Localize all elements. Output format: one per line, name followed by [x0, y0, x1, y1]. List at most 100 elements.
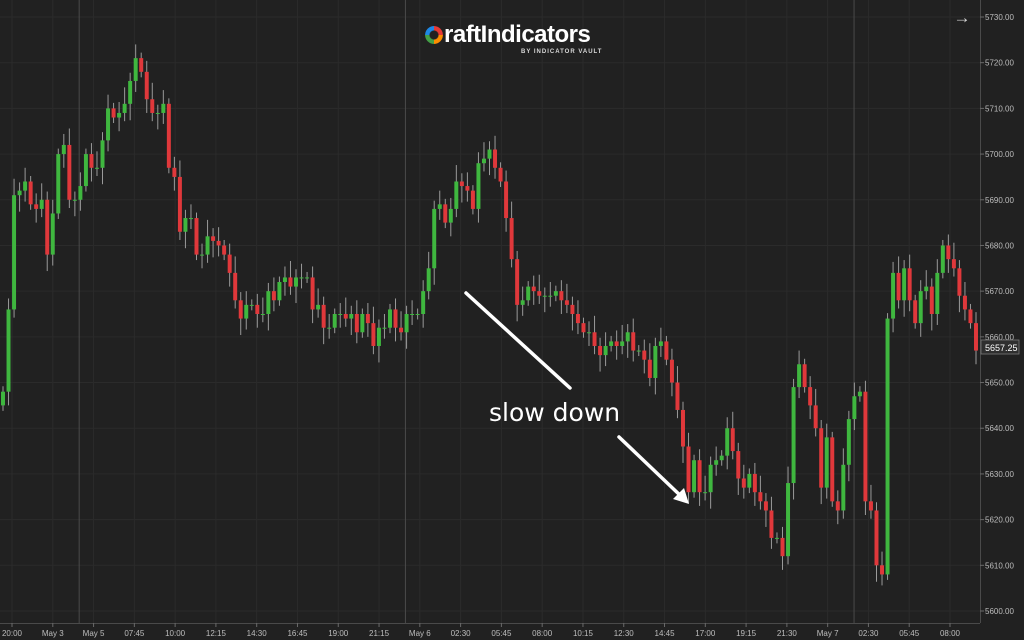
candle-down	[310, 277, 315, 310]
candle-up	[841, 464, 846, 511]
x-tick-label: May 3	[42, 629, 64, 638]
candle-down	[365, 314, 370, 324]
x-tick-label: 20:00	[2, 629, 23, 638]
candle-down	[233, 272, 238, 301]
candle-up	[282, 277, 287, 283]
candle-down	[371, 323, 376, 346]
x-tick-label: 14:30	[247, 629, 268, 638]
x-tick-label: 12:30	[614, 629, 635, 638]
last-price-label: 5657.25	[980, 339, 1020, 355]
candle-down	[343, 314, 348, 319]
candle-down	[974, 323, 978, 351]
candle-up	[205, 236, 210, 255]
candle-down	[631, 332, 636, 351]
candle-down	[681, 409, 685, 447]
candle-down	[194, 218, 199, 255]
grid-lines	[0, 0, 980, 623]
candle-down	[686, 446, 691, 493]
x-tick-label: 17:00	[695, 629, 716, 638]
candle-down	[150, 99, 155, 113]
candle-up	[133, 58, 138, 81]
y-tick-label: 5600.00	[985, 607, 1014, 616]
candle-up	[39, 199, 44, 209]
candle-down	[763, 501, 768, 511]
candle-up	[277, 282, 282, 301]
candle-up	[774, 537, 779, 539]
candle-down	[957, 268, 962, 296]
candle-up	[200, 254, 205, 256]
candle-up	[487, 149, 492, 159]
candle-up	[824, 437, 829, 488]
candle-up	[266, 291, 271, 314]
candle-down	[493, 149, 498, 168]
annotation-text: slow down	[489, 398, 620, 427]
candle-up	[404, 314, 409, 333]
x-tick-label: 14:45	[655, 629, 676, 638]
candlestick-series	[1, 44, 978, 586]
candle-down	[808, 387, 813, 406]
candle-down	[575, 314, 580, 324]
candle-up	[426, 268, 431, 292]
candle-up	[338, 314, 343, 315]
x-tick-label: 08:00	[940, 629, 961, 638]
candle-down	[45, 199, 50, 255]
candle-up	[542, 295, 547, 297]
candle-down	[28, 181, 33, 205]
x-tick-label: May 7	[817, 629, 839, 638]
candle-down	[172, 167, 177, 177]
candle-down	[166, 103, 171, 168]
candle-up	[636, 350, 641, 352]
candle-down	[819, 428, 824, 488]
x-axis: 20:00 May 3 May 5 07:45 10:00 12:15 14:30 16:45…	[0, 623, 980, 638]
candle-up	[918, 291, 923, 324]
y-tick-label: 5660.00	[985, 333, 1014, 342]
candle-up	[448, 208, 453, 223]
candle-down	[863, 391, 868, 502]
candle-down	[222, 245, 227, 255]
candle-up	[719, 455, 724, 461]
candle-up	[658, 341, 663, 346]
candle-down	[736, 451, 741, 479]
candle-down	[968, 309, 973, 324]
y-tick-label: 5620.00	[985, 516, 1014, 525]
x-tick-label: 10:00	[165, 629, 186, 638]
candle-up	[603, 345, 608, 356]
candle-up	[260, 314, 265, 315]
candle-down	[769, 510, 774, 538]
candle-up	[244, 304, 249, 319]
candle-down	[399, 327, 404, 333]
candle-down	[962, 295, 967, 310]
candle-down	[177, 176, 182, 232]
candle-up	[548, 295, 553, 297]
arrow-right-icon[interactable]: →	[953, 8, 971, 27]
candle-down	[465, 186, 470, 191]
candle-down	[907, 268, 912, 301]
candle-down	[813, 405, 818, 429]
candle-down	[537, 291, 542, 296]
y-tick-label: 5670.00	[985, 287, 1014, 296]
candle-down	[896, 272, 901, 301]
candle-up	[857, 391, 862, 397]
annotation-arrow-upper	[464, 291, 572, 390]
candle-down	[880, 565, 885, 575]
candle-down	[598, 345, 603, 356]
x-tick-label: 21:15	[369, 629, 390, 638]
candle-down	[139, 58, 144, 72]
candle-down	[321, 304, 326, 328]
annotation-arrow-lower	[617, 435, 686, 501]
last-price-text: 5657.25	[985, 343, 1018, 353]
candle-up	[61, 144, 66, 155]
candle-up	[1, 391, 5, 406]
candle-up	[653, 345, 658, 378]
candle-up	[316, 304, 321, 310]
candle-up	[454, 181, 459, 209]
candle-down	[780, 537, 785, 557]
candle-up	[846, 419, 851, 465]
x-tick-label: 12:15	[206, 629, 227, 638]
candle-down	[675, 382, 680, 410]
candle-up	[902, 268, 907, 301]
candle-down	[509, 218, 514, 260]
candle-down	[216, 240, 221, 246]
candle-up	[382, 327, 387, 329]
